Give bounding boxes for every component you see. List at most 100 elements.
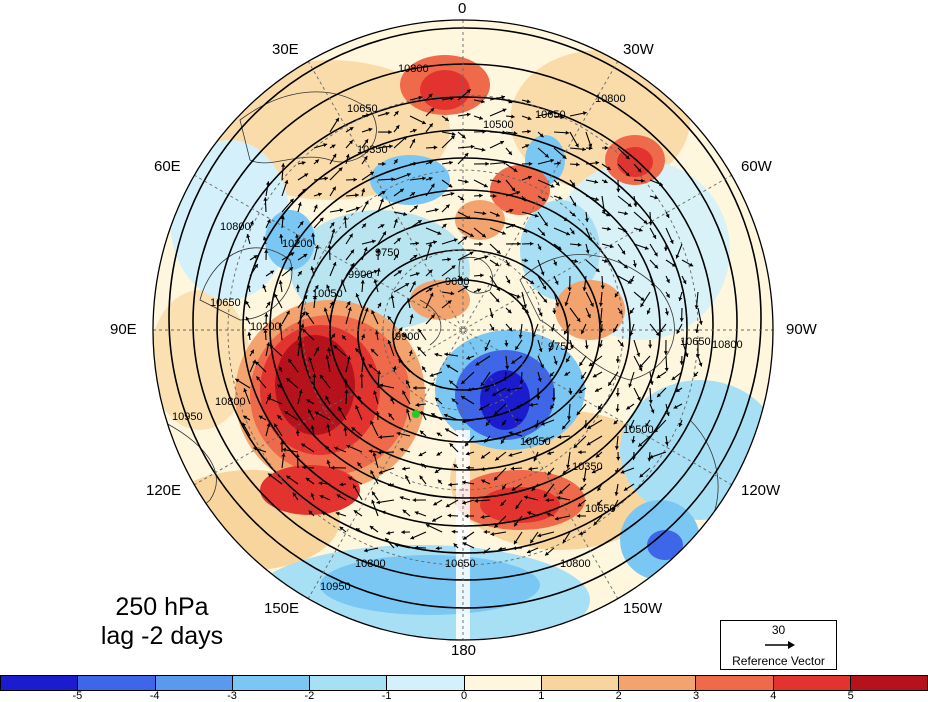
- wind-vector-head: [463, 536, 468, 540]
- wind-vector-head: [298, 271, 302, 275]
- wind-vector-head: [637, 168, 642, 173]
- wind-vector-head: [562, 539, 567, 544]
- wind-vector-head: [447, 257, 451, 262]
- wind-vector-head: [524, 495, 528, 500]
- wind-vector-head: [612, 506, 616, 511]
- wind-vector-head: [344, 389, 349, 393]
- wind-vector-head: [396, 238, 401, 242]
- wind-vector-head: [433, 240, 437, 245]
- wind-vector-head: [534, 424, 539, 429]
- wind-vector-head: [277, 415, 282, 419]
- wind-vector-head: [579, 531, 583, 536]
- contour-label: 10800: [712, 339, 743, 351]
- wind-vector-head: [451, 131, 456, 136]
- wind-vector-head: [394, 543, 399, 548]
- wind-vector-head: [339, 208, 344, 213]
- wind-vector-head: [349, 127, 354, 131]
- wind-vector-head: [405, 283, 410, 287]
- wind-vector-head: [428, 269, 433, 274]
- wind-vector-head: [623, 487, 628, 491]
- wind-vector-head: [353, 484, 357, 489]
- wind-vector-head: [614, 446, 619, 450]
- wind-vector-head: [550, 158, 554, 163]
- wind-vector-head: [305, 311, 310, 316]
- wind-vector-head: [342, 335, 346, 340]
- wind-vector-head: [329, 301, 334, 306]
- wind-vector-head: [541, 197, 546, 201]
- wind-vector-head: [481, 454, 485, 459]
- wind-vector-head: [475, 361, 480, 366]
- wind-vector-head: [281, 453, 286, 457]
- wind-vector-head: [299, 221, 304, 226]
- wind-vector-head: [443, 413, 448, 418]
- wind-vector-head: [355, 206, 360, 211]
- wind-vector-head: [657, 393, 661, 398]
- wind-vector-head: [566, 358, 570, 363]
- wind-vector-head: [563, 217, 568, 221]
- colorbar-box: [464, 676, 542, 690]
- wind-vector-head: [445, 204, 450, 209]
- wind-vector-head: [598, 302, 603, 307]
- wind-vector-head: [270, 270, 274, 275]
- wind-vector-head: [695, 329, 700, 333]
- wind-vector-head: [463, 236, 468, 241]
- wind-vector-head: [445, 428, 450, 433]
- wind-vector-head: [649, 381, 654, 385]
- wind-vector-head: [263, 197, 268, 201]
- wind-vector-head: [524, 258, 529, 263]
- wind-vector-head: [282, 447, 286, 452]
- contour-label: 10350: [572, 461, 603, 473]
- wind-vector-head: [501, 439, 505, 444]
- wind-vector-head: [693, 372, 698, 377]
- wind-vector-head: [353, 177, 357, 182]
- wind-vector-head: [516, 405, 520, 409]
- wind-vector-head: [375, 411, 380, 415]
- wind-vector-head: [325, 445, 330, 450]
- contour-label: 10800: [215, 396, 246, 408]
- wind-vector-head: [413, 205, 418, 210]
- wind-vector-head: [648, 344, 653, 349]
- wind-vector-head: [679, 361, 684, 365]
- wind-vector-head: [324, 176, 328, 181]
- wind-vector-head: [247, 332, 252, 336]
- wind-vector-head: [254, 264, 258, 268]
- wind-vector-head: [430, 108, 435, 112]
- colorbar-box: [155, 676, 233, 690]
- pressure-level-title: 250 hPa: [115, 593, 209, 621]
- wind-vector-head: [671, 376, 676, 380]
- wind-vector-head: [484, 255, 489, 260]
- wind-vector-head: [516, 190, 521, 195]
- wind-vector-head: [281, 163, 286, 167]
- wind-vector-head: [678, 422, 683, 427]
- wind-vector-head: [546, 512, 551, 517]
- wind-vector-head: [664, 367, 669, 372]
- reference-vector-value: 30: [771, 623, 786, 637]
- wind-vector-head: [511, 360, 516, 364]
- wind-vector-head: [596, 501, 601, 506]
- wind-vector-head: [476, 288, 481, 293]
- lon-label-120w: 120W: [741, 482, 781, 499]
- wind-vector-head: [414, 545, 419, 550]
- wind-vector-head: [485, 422, 490, 426]
- wind-vector-head: [387, 482, 392, 487]
- wind-vector-head: [494, 410, 499, 415]
- contour-label: 10500: [623, 424, 654, 436]
- wind-vector-head: [413, 254, 418, 259]
- wind-vector-head: [252, 359, 256, 364]
- wind-vector-head: [396, 431, 401, 436]
- wind-vector-head: [569, 344, 574, 349]
- wind-vector-head: [639, 473, 644, 478]
- wind-vector-head: [349, 233, 353, 238]
- wind-vector-head: [368, 127, 373, 132]
- wind-vector-head: [461, 380, 466, 384]
- wind-vector-head: [355, 293, 360, 298]
- wind-vector-head: [381, 191, 386, 195]
- wind-vector-head: [574, 259, 578, 264]
- wind-vector-head: [479, 406, 484, 411]
- wind-vector-head: [560, 115, 565, 120]
- wind-vector-head: [665, 412, 670, 416]
- wind-vector-head: [373, 269, 378, 274]
- lon-label-60w: 60W: [741, 158, 772, 175]
- wind-vector-head: [509, 208, 514, 213]
- wind-vector-head: [402, 509, 407, 514]
